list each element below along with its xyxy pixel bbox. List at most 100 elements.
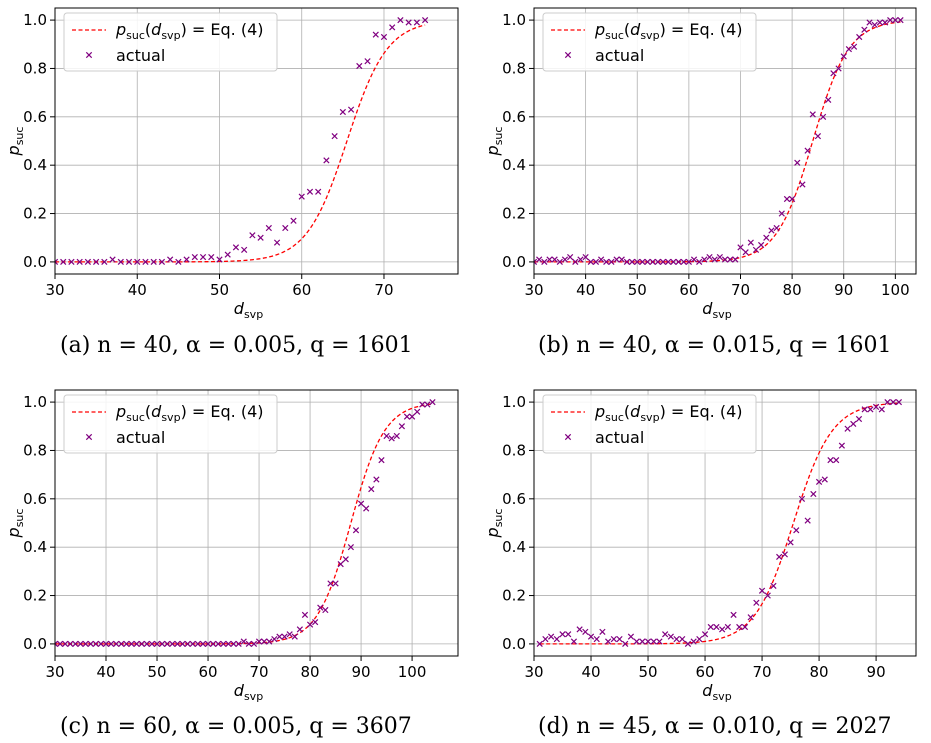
- data-point: [87, 640, 94, 648]
- data-point: [897, 16, 904, 24]
- data-point: [159, 640, 166, 648]
- data-point: [701, 256, 708, 263]
- legend-actual-swatch: [85, 51, 93, 59]
- x-tick-label: 40: [128, 281, 147, 299]
- data-point: [741, 623, 749, 631]
- y-axis-label: psuc: [4, 509, 26, 539]
- legend-box: [63, 12, 278, 72]
- data-point: [838, 442, 846, 449]
- data-point: [55, 640, 59, 648]
- data-point: [599, 628, 606, 635]
- data-point: [142, 258, 149, 266]
- data-point: [622, 640, 629, 648]
- data-point: [92, 258, 100, 266]
- data-point: [577, 256, 584, 263]
- chart-panel-1: 30 40 50 60 70 0.0 0.2 0.4 0.6 0.8 1.0 dsvp psuc psuc…: [4, 7, 459, 358]
- data-point: [174, 640, 181, 648]
- data-point: [547, 633, 555, 640]
- fit-curve: [55, 24, 426, 263]
- data-point: [317, 604, 324, 611]
- data-point: [881, 19, 889, 26]
- x-tick-label: 40: [96, 663, 115, 681]
- data-point: [250, 640, 258, 648]
- legend: psuc(dsvp) = Eq. (4) actual: [542, 12, 757, 72]
- data-point: [133, 640, 140, 648]
- fit-curve: [534, 21, 901, 263]
- data-point: [825, 96, 832, 104]
- x-tick-label: 70: [731, 281, 750, 299]
- data-point: [372, 31, 379, 38]
- data-point: [82, 640, 89, 648]
- data-point: [867, 406, 874, 413]
- data-point: [72, 640, 79, 648]
- data-point: [536, 640, 543, 648]
- x-tick-label: 100: [398, 663, 427, 681]
- data-point: [68, 258, 75, 266]
- data-point: [830, 70, 837, 77]
- data-point: [764, 592, 771, 599]
- y-axis-label: psuc: [483, 509, 505, 539]
- data-point: [582, 253, 589, 261]
- data-point: [752, 246, 760, 253]
- legend-actual-label: actual: [116, 428, 165, 447]
- data-point: [158, 258, 166, 266]
- data-point: [670, 258, 677, 266]
- data-point: [339, 108, 346, 116]
- data-point: [143, 640, 150, 648]
- y-tick-label: 0.0: [502, 635, 526, 653]
- data-point: [220, 640, 227, 648]
- y-axis-label: psuc: [483, 127, 505, 157]
- data-point: [861, 406, 868, 413]
- data-point: [405, 19, 412, 26]
- data-point: [199, 640, 207, 648]
- data-point: [175, 258, 182, 266]
- data-layer: [55, 16, 429, 266]
- data-point: [696, 635, 703, 643]
- data-point: [113, 640, 120, 648]
- data-point: [204, 640, 212, 648]
- data-point: [551, 256, 558, 263]
- x-tick-label: 90: [834, 281, 853, 299]
- plot-frame: [533, 389, 917, 657]
- y-tick-label: 0.4: [502, 538, 526, 556]
- data-point: [67, 640, 74, 648]
- data-point: [623, 258, 631, 266]
- data-point: [342, 556, 349, 563]
- data-point: [337, 560, 344, 568]
- data-point: [561, 256, 569, 263]
- x-axis-label: dsvp: [234, 681, 263, 703]
- y-tick-label: 0.6: [23, 490, 47, 508]
- data-point: [850, 43, 858, 50]
- data-point: [866, 19, 873, 26]
- data-layer: [536, 398, 903, 648]
- x-tick-label: 60: [695, 663, 714, 681]
- data-point: [656, 638, 663, 645]
- data-point: [742, 249, 749, 256]
- data-point: [758, 241, 765, 249]
- x-tick-label: 80: [301, 663, 320, 681]
- data-point: [56, 640, 64, 648]
- data-point: [799, 181, 806, 188]
- y-tick-label: 0.0: [23, 635, 47, 653]
- x-tick-label: 100: [881, 281, 910, 299]
- data-point: [107, 640, 115, 648]
- y-tick-label: 1.0: [23, 393, 47, 411]
- data-point: [97, 640, 105, 648]
- panel-caption: (c) n = 60, α = 0.005, q = 3607: [60, 714, 412, 739]
- data-point: [592, 258, 600, 266]
- data-point: [665, 258, 672, 266]
- data-point: [138, 640, 145, 648]
- chart-panel-4: 30 40 50 60 70 80 90 0.0 0.2 0.4 0.6 0.8 1.0 dsvp psuc…: [483, 389, 917, 739]
- data-point: [639, 258, 646, 266]
- data-point: [101, 258, 108, 266]
- data-point: [895, 398, 903, 406]
- data-point: [770, 582, 777, 589]
- data-point: [421, 16, 429, 24]
- panel-caption: (b) n = 40, α = 0.015, q = 1601: [538, 333, 892, 358]
- y-tick-label: 0.4: [502, 156, 526, 174]
- data-point: [892, 16, 899, 24]
- data-point: [167, 256, 174, 263]
- data-point: [102, 640, 110, 648]
- data-point: [62, 640, 69, 648]
